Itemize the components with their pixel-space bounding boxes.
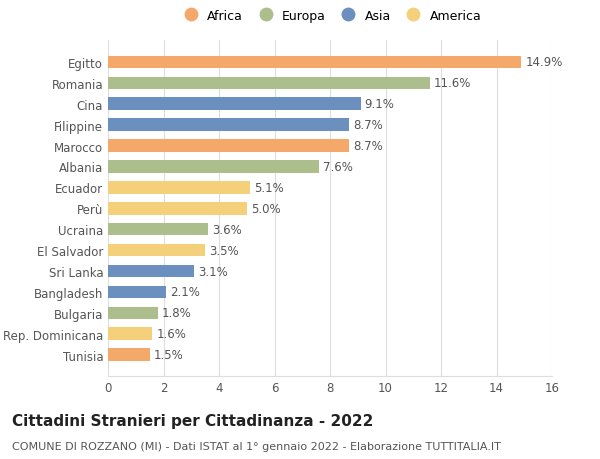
Bar [108, 286, 166, 298]
Text: 7.6%: 7.6% [323, 161, 353, 174]
Text: 11.6%: 11.6% [434, 77, 472, 90]
Text: 5.0%: 5.0% [251, 202, 281, 215]
Bar [108, 265, 194, 278]
Bar [108, 119, 349, 132]
Text: 1.8%: 1.8% [162, 307, 192, 319]
Text: 8.7%: 8.7% [353, 119, 383, 132]
Bar [108, 182, 250, 194]
Text: Cittadini Stranieri per Cittadinanza - 2022: Cittadini Stranieri per Cittadinanza - 2… [12, 413, 373, 428]
Bar [108, 244, 205, 257]
Bar [108, 161, 319, 174]
Text: 9.1%: 9.1% [365, 98, 395, 111]
Text: 3.6%: 3.6% [212, 223, 242, 236]
Legend: Africa, Europa, Asia, America: Africa, Europa, Asia, America [176, 7, 484, 25]
Text: 5.1%: 5.1% [254, 181, 283, 195]
Text: 14.9%: 14.9% [526, 56, 563, 69]
Bar [108, 349, 149, 361]
Text: 3.1%: 3.1% [198, 265, 228, 278]
Text: 1.5%: 1.5% [154, 348, 184, 361]
Bar [108, 56, 521, 69]
Bar [108, 78, 430, 90]
Bar [108, 328, 152, 340]
Text: 2.1%: 2.1% [170, 286, 200, 299]
Bar [108, 98, 361, 111]
Bar [108, 140, 349, 152]
Bar [108, 202, 247, 215]
Text: 3.5%: 3.5% [209, 244, 239, 257]
Text: 8.7%: 8.7% [353, 140, 383, 153]
Text: COMUNE DI ROZZANO (MI) - Dati ISTAT al 1° gennaio 2022 - Elaborazione TUTTITALIA: COMUNE DI ROZZANO (MI) - Dati ISTAT al 1… [12, 441, 501, 451]
Bar [108, 224, 208, 236]
Text: 1.6%: 1.6% [157, 328, 187, 341]
Bar [108, 307, 158, 319]
